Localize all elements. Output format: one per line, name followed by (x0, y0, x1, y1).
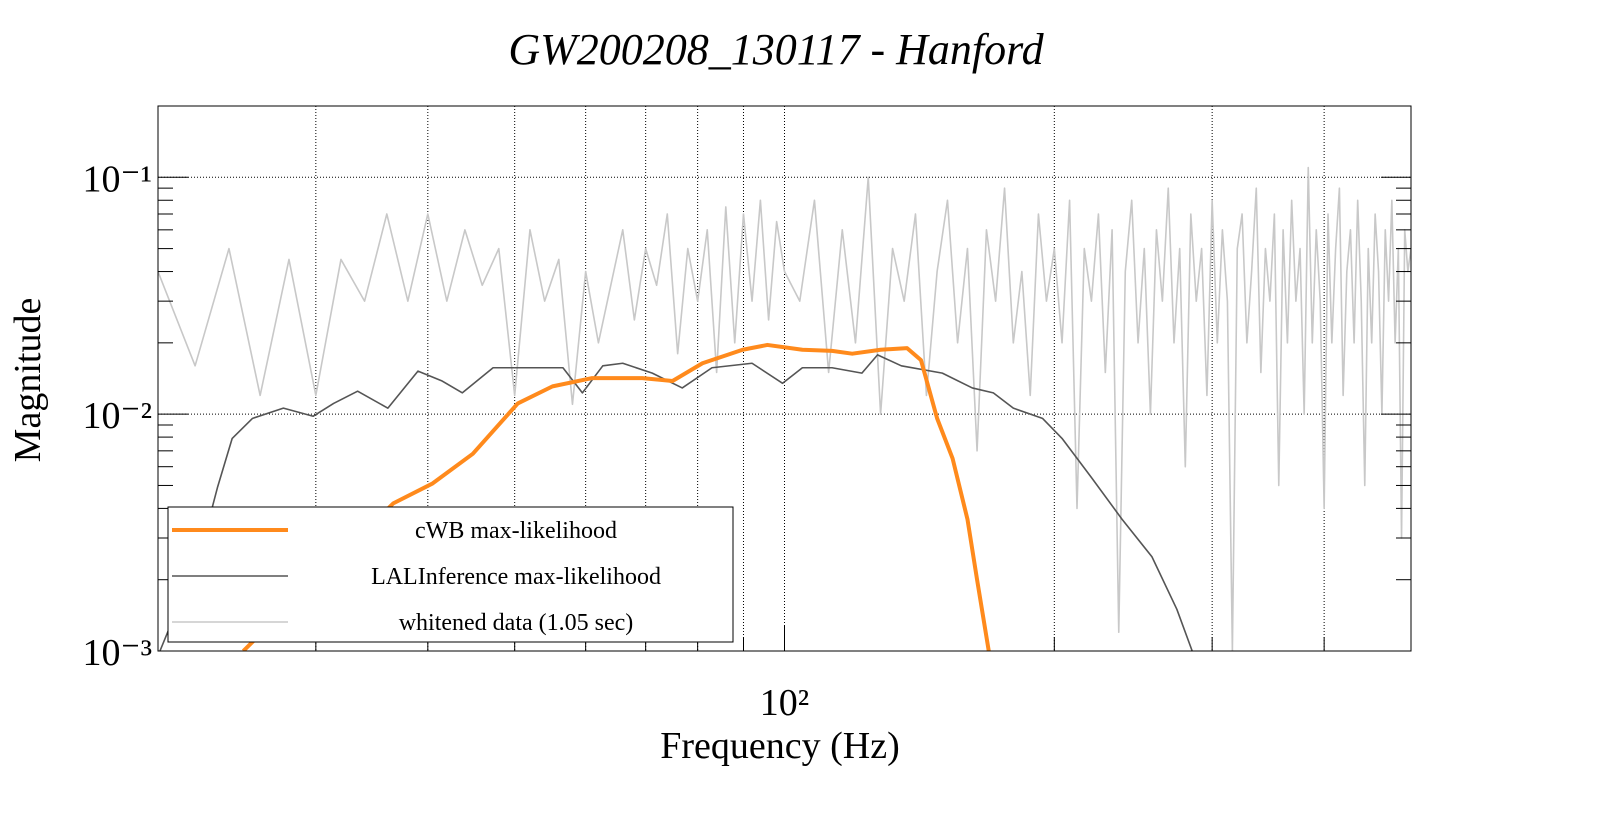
axes: 10² 10⁻³ 10⁻² 10⁻¹ (83, 105, 1412, 724)
chart-title: GW200208_130117 - Hanford (508, 25, 1044, 74)
series-line (241, 342, 991, 651)
y-tick-label: 10⁻¹ (83, 158, 152, 200)
legend-label: whitened data (1.05 sec) (399, 610, 634, 636)
plot-frame (157, 105, 1412, 652)
y-tick-label: 10⁻³ (83, 632, 152, 674)
x-axis-label: Frequency (Hz) (660, 725, 900, 767)
series-line (158, 166, 1411, 651)
legend-label: LALInference max-likelihood (371, 564, 661, 590)
legend-label: cWB max-likelihood (415, 518, 617, 544)
y-tick-label: 10⁻² (83, 395, 152, 437)
x-tick-label: 10² (760, 682, 809, 724)
legend: cWB max-likelihood LALInference max-likel… (167, 506, 734, 643)
y-axis-label: Magnitude (7, 298, 49, 463)
plot-lines (158, 166, 1411, 651)
